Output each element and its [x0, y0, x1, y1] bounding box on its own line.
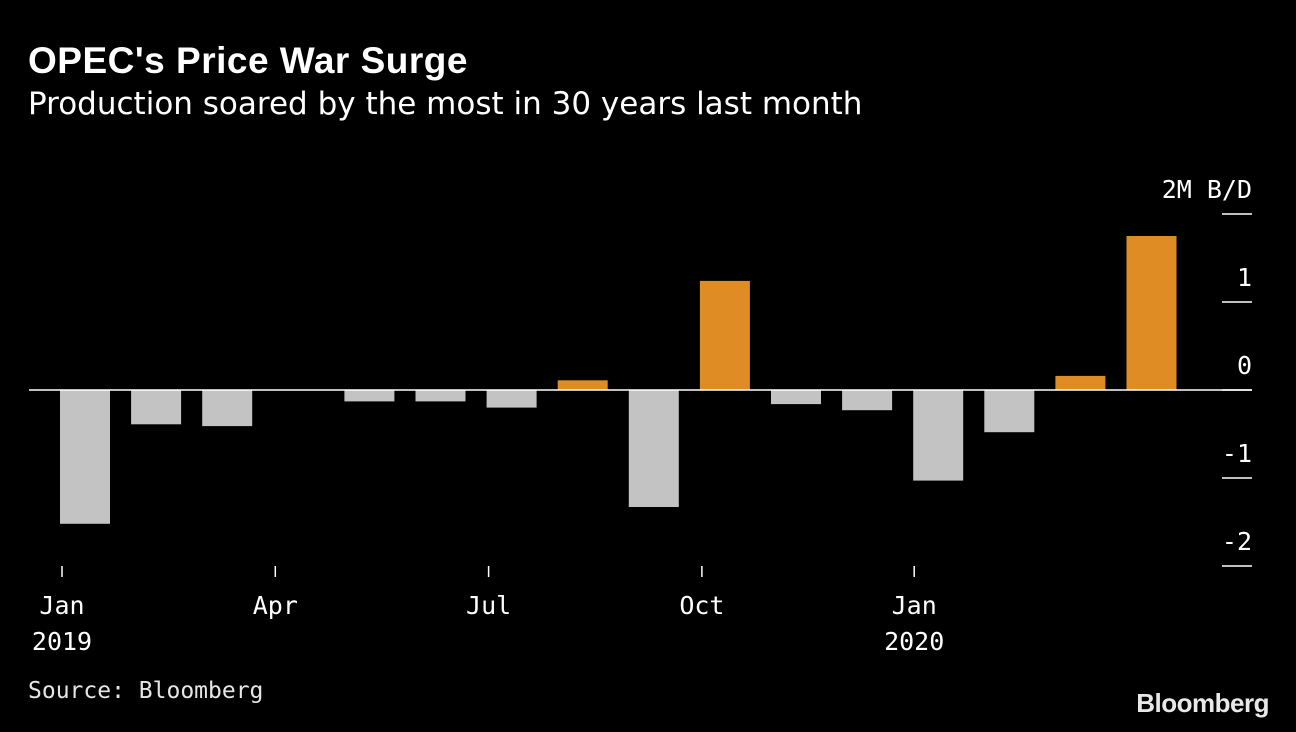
- bar-jan-2019: [60, 390, 110, 524]
- bar-feb-2020: [984, 390, 1035, 433]
- bar-sep-2019: [628, 390, 679, 507]
- x-tick-label-jan-4: Jan: [892, 591, 937, 620]
- bar-mar-2019: [202, 390, 253, 427]
- bar-feb-2019: [131, 390, 182, 425]
- bar-oct-2019: [699, 280, 750, 390]
- x-tick-label-oct-3: Oct: [679, 591, 724, 620]
- y-tick-label--2: -2: [1222, 527, 1252, 556]
- chart-title: OPEC's Price War Surge: [28, 40, 468, 81]
- bar-jun-2019: [415, 390, 466, 402]
- x-tick-year-2019: 2019: [32, 627, 92, 656]
- y-tick-label-1: 1: [1237, 263, 1252, 292]
- bar-jul-2019: [486, 390, 537, 408]
- x-tick-label-jan-0: Jan: [39, 591, 84, 620]
- bar-jan-2020: [913, 390, 964, 481]
- chart-subtitle: Production soared by the most in 30 year…: [28, 86, 863, 122]
- bar-mar-2020: [1055, 375, 1106, 390]
- bar-aug-2019: [557, 380, 608, 390]
- bar-may-2019: [344, 390, 395, 402]
- bar-apr-2020: [1126, 236, 1177, 390]
- y-tick-label-0: 0: [1237, 351, 1252, 380]
- x-tick-label-apr-1: Apr: [253, 591, 298, 620]
- source-note: Source: Bloomberg: [28, 678, 264, 704]
- x-tick-label-jul-2: Jul: [466, 591, 511, 620]
- y-tick-label-2: 2M B/D: [1162, 175, 1252, 204]
- bloomberg-logo: Bloomberg: [1136, 688, 1269, 718]
- bar-dec-2019: [842, 390, 893, 411]
- y-tick-label--1: -1: [1222, 439, 1252, 468]
- x-tick-year-2020: 2020: [884, 627, 944, 656]
- bar-nov-2019: [771, 390, 821, 405]
